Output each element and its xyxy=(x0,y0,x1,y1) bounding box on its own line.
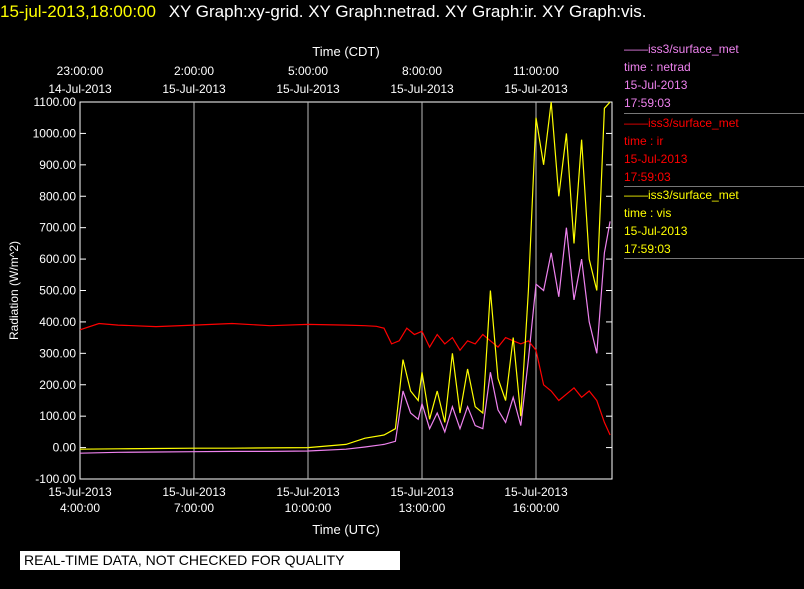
legend-variable: time : vis xyxy=(624,206,672,220)
x-tick-time: 13:00:00 xyxy=(399,501,446,515)
y-tick-label: 600.00 xyxy=(39,252,76,266)
legend-variable: time : netrad xyxy=(624,60,691,74)
top-tick-date: 15-Jul-2013 xyxy=(390,82,454,96)
y-tick-label: 200.00 xyxy=(39,378,76,392)
top-tick-time: 5:00:00 xyxy=(288,64,328,78)
top-tick-time: 23:00:00 xyxy=(57,64,104,78)
legend-time: 17:59:03 xyxy=(624,242,671,256)
top-tick-date: 15-Jul-2013 xyxy=(504,82,568,96)
series-line-ir xyxy=(79,322,611,436)
series-line-netrad xyxy=(79,221,611,454)
y-tick-label: 400.00 xyxy=(39,315,76,329)
top-tick-time: 11:00:00 xyxy=(513,64,559,78)
legend-divider xyxy=(624,186,804,187)
top-tick-date: 14-Jul-2013 xyxy=(48,82,112,96)
quality-warning-banner: REAL-TIME DATA, NOT CHECKED FOR QUALITY xyxy=(20,551,400,570)
header-graph-list: XY Graph:xy-grid. XY Graph:netrad. XY Gr… xyxy=(168,2,647,21)
x-tick-date: 15-Jul-2013 xyxy=(390,485,454,499)
x-tick-date: 15-Jul-2013 xyxy=(48,485,112,499)
x-tick-date: 15-Jul-2013 xyxy=(162,485,226,499)
legend-entry-ir: ——iss3/surface_met time : ir 15-Jul-2013… xyxy=(624,114,804,186)
y-tick-label: 0.00 xyxy=(53,441,77,455)
plot-frame xyxy=(79,101,613,480)
series-line-vis xyxy=(79,101,611,450)
x-axis-label: Time (UTC) xyxy=(312,522,379,537)
x-tick-time: 16:00:00 xyxy=(513,501,560,515)
x-tick-time: 10:00:00 xyxy=(285,501,332,515)
legend-entry-netrad: ——iss3/surface_met time : netrad 15-Jul-… xyxy=(624,40,804,112)
legend-divider xyxy=(624,113,804,114)
legend-time: 17:59:03 xyxy=(624,96,671,110)
header: 15-jul-2013,18:00:00 XY Graph:xy-grid. X… xyxy=(0,1,647,23)
x-tick-time: 7:00:00 xyxy=(174,501,214,515)
y-tick-label: -100.00 xyxy=(35,472,76,486)
legend-entry-vis: ——iss3/surface_met time : vis 15-Jul-201… xyxy=(624,186,804,258)
y-tick-label: 800.00 xyxy=(39,189,76,203)
legend-divider xyxy=(624,258,804,259)
legend-series-name: ——iss3/surface_met xyxy=(624,188,739,202)
legend-date: 15-Jul-2013 xyxy=(624,224,688,238)
y-tick-label: 100.00 xyxy=(39,409,76,423)
x-tick-time: 4:00:00 xyxy=(60,501,100,515)
legend-time: 17:59:03 xyxy=(624,170,671,184)
y-tick-label: 300.00 xyxy=(39,346,76,360)
top-tick-date: 15-Jul-2013 xyxy=(276,82,340,96)
x-tick-date: 15-Jul-2013 xyxy=(504,485,568,499)
y-tick-label: 1000.00 xyxy=(33,126,77,140)
legend-date: 15-Jul-2013 xyxy=(624,152,688,166)
y-tick-label: 700.00 xyxy=(39,221,76,235)
top-axis-label: Time (CDT) xyxy=(312,44,379,59)
top-tick-date: 15-Jul-2013 xyxy=(162,82,226,96)
legend-date: 15-Jul-2013 xyxy=(624,78,688,92)
legend-variable: time : ir xyxy=(624,134,664,148)
legend-series-name: ——iss3/surface_met xyxy=(624,116,739,130)
y-tick-label: 500.00 xyxy=(39,284,76,298)
header-datetime: 15-jul-2013,18:00:00 xyxy=(0,2,156,21)
top-tick-time: 2:00:00 xyxy=(174,64,214,78)
x-tick-date: 15-Jul-2013 xyxy=(276,485,340,499)
top-tick-time: 8:00:00 xyxy=(402,64,442,78)
y-tick-label: 1100.00 xyxy=(34,95,77,109)
legend-series-name: ——iss3/surface_met xyxy=(624,42,739,56)
y-axis-label: Radiation (W/m^2) xyxy=(7,241,21,340)
y-tick-label: 900.00 xyxy=(39,158,76,172)
